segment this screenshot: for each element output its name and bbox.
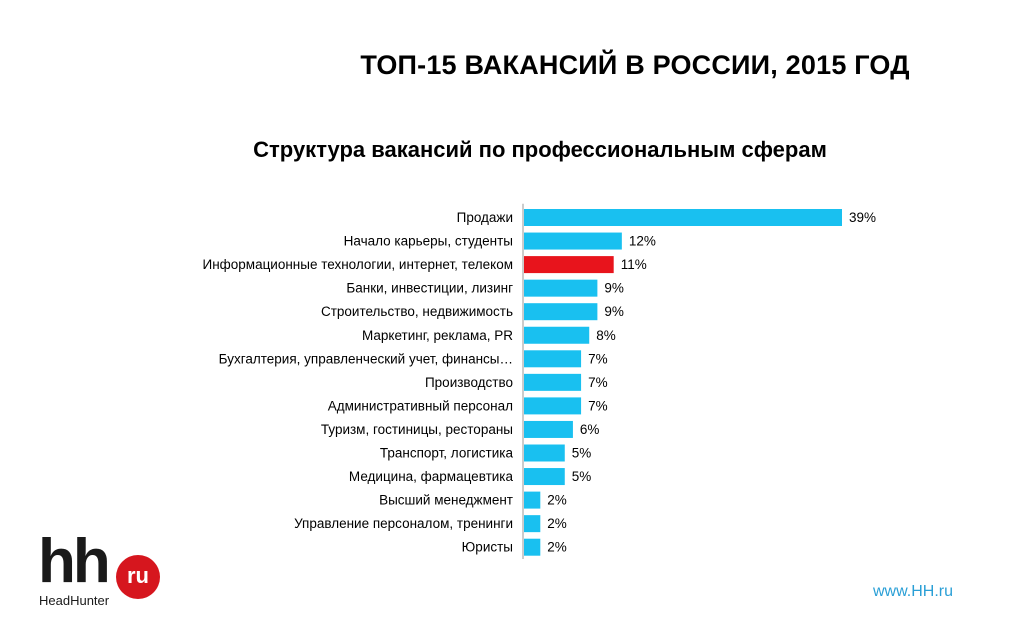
- page-title: ТОП-15 ВАКАНСИЙ В РОССИИ, 2015 ГОД: [360, 50, 910, 80]
- value-label: 6%: [580, 422, 600, 437]
- category-label: Юристы: [462, 540, 513, 555]
- value-label: 9%: [604, 281, 624, 296]
- bars-group: [524, 209, 842, 556]
- bar-6: [524, 326, 590, 344]
- bar-1: [524, 209, 842, 226]
- bar-14: [524, 515, 541, 533]
- value-label: 5%: [572, 469, 592, 484]
- category-label: Управление персоналом, тренинги: [294, 516, 513, 531]
- category-label: Продажи: [457, 210, 513, 225]
- headhunter-logo: hh ru HeadHunter: [38, 527, 168, 615]
- category-label: Административный персонал: [328, 398, 513, 413]
- logo-subtitle: HeadHunter: [39, 593, 110, 608]
- footer-url-link[interactable]: www.HH.ru: [873, 583, 954, 600]
- value-label: 11%: [621, 257, 647, 272]
- bar-11: [524, 444, 565, 462]
- bar-13: [524, 491, 541, 509]
- value-label: 2%: [547, 493, 567, 508]
- category-label: Строительство, недвижимость: [321, 304, 513, 319]
- bar-3: [524, 256, 614, 274]
- bar-5: [524, 303, 598, 321]
- logo-badge: ru: [116, 555, 160, 599]
- value-label: 2%: [547, 516, 567, 531]
- category-label: Туризм, гостиницы, рестораны: [321, 422, 513, 437]
- category-label: Бухгалтерия, управленческий учет, финанс…: [219, 351, 513, 366]
- value-label: 7%: [588, 398, 608, 413]
- value-labels-group: 39% 12% 11% 9% 9% 8% 7% 7% 7% 6% 5% 5% 2% 2% 2%: [547, 210, 876, 555]
- category-label: Начало карьеры, студенты: [344, 234, 513, 249]
- value-label: 7%: [588, 375, 608, 390]
- bar-4: [524, 279, 598, 297]
- value-label: 2%: [547, 540, 567, 555]
- bar-15: [524, 538, 541, 556]
- value-label: 39%: [849, 210, 876, 225]
- value-label: 9%: [604, 304, 624, 319]
- category-label: Медицина, фармацевтика: [349, 469, 514, 484]
- bar-8: [524, 373, 582, 391]
- bar-10: [524, 420, 573, 438]
- bar-12: [524, 468, 565, 486]
- bar-2: [524, 232, 622, 250]
- bar-7: [524, 350, 582, 368]
- value-label: 7%: [588, 351, 608, 366]
- logo-mark: hh: [38, 527, 111, 596]
- category-label: Маркетинг, реклама, PR: [362, 328, 513, 343]
- chart-title: Структура вакансий по профессиональным с…: [253, 137, 827, 162]
- category-label: Банки, инвестиции, лизинг: [346, 281, 513, 296]
- category-label: Информационные технологии, интернет, тел…: [203, 257, 514, 272]
- category-label: Производство: [425, 375, 513, 390]
- category-labels-group: Продажи Начало карьеры, студенты Информаци…: [203, 210, 514, 555]
- category-label: Высший менеджмент: [379, 493, 513, 508]
- category-label: Транспорт, логистика: [380, 446, 514, 461]
- value-label: 5%: [572, 446, 592, 461]
- value-label: 8%: [596, 328, 616, 343]
- bar-9: [524, 397, 582, 415]
- value-label: 12%: [629, 234, 656, 249]
